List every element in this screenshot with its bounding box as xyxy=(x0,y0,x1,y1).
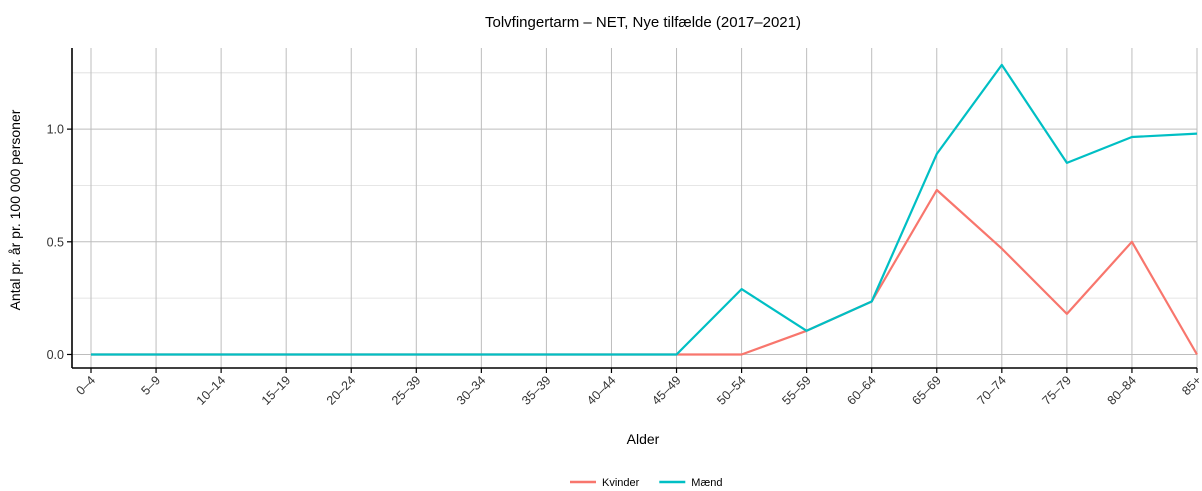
x-tick-label: 15–19 xyxy=(259,373,294,408)
legend-label: Kvinder xyxy=(602,477,640,489)
x-tick-label: 10–14 xyxy=(194,373,229,408)
x-axis-title: Alder xyxy=(627,431,660,447)
chart-title: Tolvfingertarm – NET, Nye tilfælde (2017… xyxy=(485,14,801,31)
y-tick-label: 0.0 xyxy=(47,348,64,362)
x-tick-label: 45–49 xyxy=(649,373,684,408)
x-tick-label: 70–74 xyxy=(974,373,1009,408)
x-tick-label: 55–59 xyxy=(779,373,814,408)
tick-labels: 0.0 0.5 1.0 0–4 5–9 10–14 15–19 20–24 25–39 30–34… xyxy=(47,123,1202,408)
x-tick-label: 20–24 xyxy=(324,373,359,408)
x-tick-label: 5–9 xyxy=(139,373,164,398)
x-tick-label: 75–79 xyxy=(1040,373,1075,408)
legend-label: Mænd xyxy=(691,477,722,489)
x-tick-label: 25–39 xyxy=(389,373,424,408)
x-tick-label: 40–44 xyxy=(584,373,619,408)
series-lines xyxy=(91,63,1198,356)
x-tick-label: 50–54 xyxy=(714,373,749,408)
x-tick-label: 80–84 xyxy=(1105,373,1140,408)
axes xyxy=(67,48,1198,373)
x-tick-label: 30–34 xyxy=(454,373,489,408)
x-tick-label: 85+ xyxy=(1179,373,1202,398)
series-line-kvinder xyxy=(91,188,1198,356)
grid xyxy=(72,48,1198,368)
x-tick-label: 60–64 xyxy=(844,373,879,408)
legend: Kvinder Mænd xyxy=(570,477,722,489)
series-line-mænd xyxy=(91,63,1198,356)
y-tick-label: 1.0 xyxy=(47,123,64,137)
x-tick-label: 65–69 xyxy=(909,373,944,408)
y-axis-title: Antal pr. år pr. 100 000 personer xyxy=(7,109,23,310)
x-tick-label: 35–39 xyxy=(519,373,554,408)
x-tick-label: 0–4 xyxy=(73,373,98,398)
y-tick-label: 0.5 xyxy=(47,235,64,249)
